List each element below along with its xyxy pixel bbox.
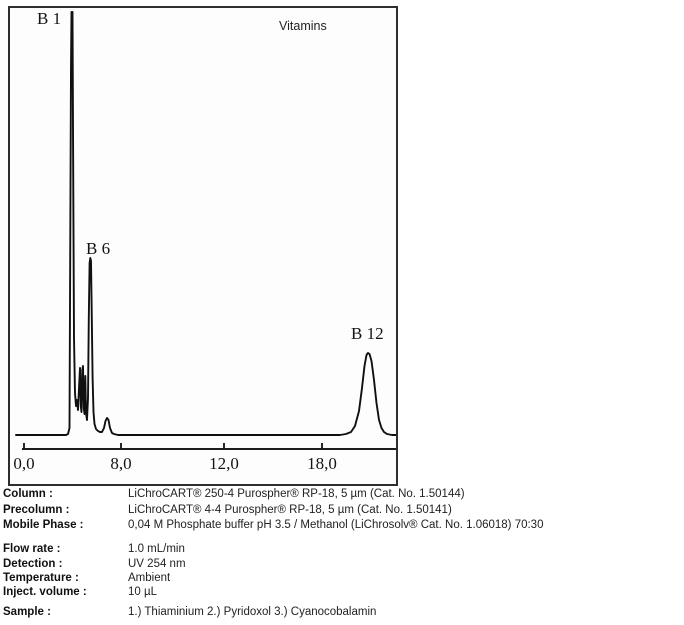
spec-value: 1.0 mL/min [128, 543, 185, 555]
spec-label: Inject. volume : [3, 585, 87, 598]
chart-title: Vitamins [279, 19, 327, 33]
spec-value: 10 µL [128, 585, 158, 598]
spec-label: Temperature : [3, 571, 79, 584]
spec-label: Detection : [3, 558, 63, 570]
spec-label: Flow rate : [3, 543, 61, 555]
spec-value: 0,04 M Phosphate buffer pH 3.5 / Methano… [128, 519, 544, 531]
x-axis [22, 443, 396, 450]
spec-label: Column : [3, 488, 53, 500]
spec-value: UV 254 nm [128, 558, 186, 570]
spec-value: Ambient [128, 571, 171, 584]
spec-value: LiChroCART® 4-4 Purospher® RP-18, 5 µm (… [128, 503, 452, 516]
x-tick-label-0: 0,0 [13, 454, 35, 473]
spec-row-flow-rate: Flow rate : 1.0 mL/min [3, 543, 681, 556]
spec-row-mobile-phase: Mobile Phase : 0,04 M Phosphate buffer pH… [3, 519, 681, 532]
x-tick-label-18: 18,0 [307, 454, 337, 473]
spec-row-sample: Sample : 1.) Thiaminium 2.) Pyridoxol 3.)… [3, 606, 681, 619]
spec-label: Sample : [3, 606, 51, 618]
peak-label-b6: B 6 [86, 239, 111, 258]
spec-row-temperature: Temperature : Ambient [3, 572, 681, 585]
spec-value: 1.) Thiaminium 2.) Pyridoxol 3.) Cyanoco… [128, 606, 377, 618]
chromatogram-svg [15, 11, 396, 450]
spec-row-inject-volume: Inject. volume : 10 µL [3, 586, 681, 599]
spec-row-column: Column : LiChroCART® 250-4 Purospher® RP-… [3, 488, 681, 501]
spec-row-detection: Detection : UV 254 nm [3, 558, 681, 571]
peak-label-b12: B 12 [351, 324, 384, 343]
chromatogram-trace-path [15, 11, 396, 436]
spec-label: Precolumn : [3, 503, 70, 516]
peak-label-b1: B 1 [37, 9, 62, 28]
spec-label: Mobile Phase : [3, 519, 84, 531]
x-tick-label-12: 12,0 [209, 454, 239, 473]
chromatogram-plot: Vitamins B 1 B 6 B 12 0,0 8,0 12,0 18,0 [8, 6, 398, 486]
x-tick-label-8: 8,0 [110, 454, 132, 473]
spec-value: LiChroCART® 250-4 Purospher® RP-18, 5 µm… [128, 488, 465, 500]
spec-row-precolumn: Precolumn : LiChroCART® 4-4 Purospher® RP… [3, 504, 681, 517]
